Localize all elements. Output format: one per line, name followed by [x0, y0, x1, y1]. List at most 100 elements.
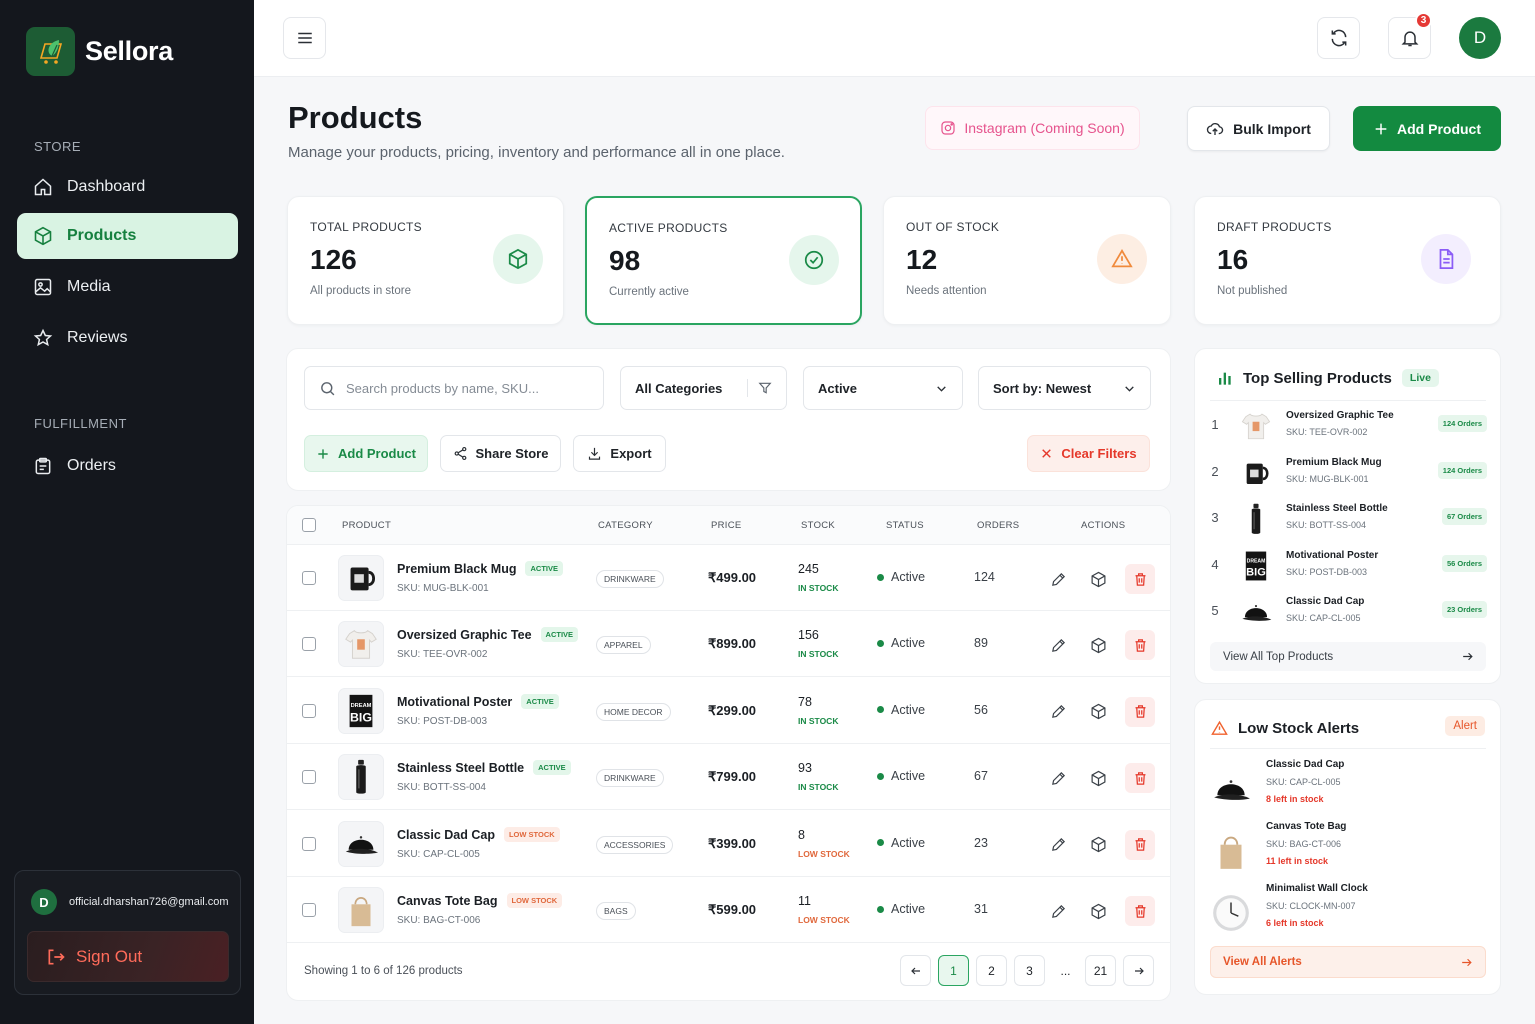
edit-button[interactable] — [1043, 763, 1073, 793]
row-checkbox[interactable] — [302, 836, 316, 851]
search-input[interactable]: Search products by name, SKU... — [304, 366, 604, 410]
delete-button[interactable] — [1125, 829, 1155, 860]
low-stock-item[interactable]: Canvas Tote Bag SKU: BAG-CT-006 11 left in… — [1209, 821, 1487, 879]
sidebar-item-dashboard[interactable]: Dashboard — [17, 164, 238, 210]
page-button[interactable]: 3 — [1014, 955, 1045, 986]
delete-button[interactable] — [1125, 763, 1155, 794]
product-sku: SKU: CAP-CL-005 — [397, 848, 480, 860]
low-stock-item[interactable]: Classic Dad Cap SKU: CAP-CL-005 8 left in … — [1209, 759, 1487, 817]
bulk-import-button[interactable]: Bulk Import — [1187, 106, 1330, 151]
category-select[interactable]: All Categories — [620, 366, 787, 410]
status-select[interactable]: Active — [803, 366, 963, 410]
status-text: Active — [891, 570, 926, 584]
edit-button[interactable] — [1043, 896, 1073, 926]
top-product-item[interactable]: 1 Oversized Graphic Tee SKU: TEE-OVR-002 12… — [1209, 402, 1487, 449]
inventory-button[interactable] — [1083, 564, 1113, 594]
refresh-button[interactable] — [1317, 17, 1360, 59]
brand[interactable]: Sellora — [26, 27, 173, 76]
table-row: Premium Black Mug ACTIVE SKU: MUG-BLK-001 D… — [287, 545, 1170, 611]
svg-text:DREAM: DREAM — [351, 703, 372, 709]
prev-page-button[interactable] — [900, 955, 931, 986]
delete-button[interactable] — [1125, 896, 1155, 926]
orders-pill: 124 Orders — [1437, 415, 1487, 432]
delete-button[interactable] — [1125, 696, 1155, 727]
export-button[interactable]: Export — [573, 435, 666, 472]
row-checkbox[interactable] — [302, 703, 316, 718]
status-indicator: Active — [877, 703, 925, 717]
inventory-button[interactable] — [1083, 896, 1113, 926]
sidebar-item-label: Reviews — [67, 329, 128, 346]
sign-out-button[interactable]: Sign Out — [27, 931, 229, 982]
top-product-item[interactable]: 3 Stainless Steel Bottle SKU: BOTT-SS-004 6… — [1209, 495, 1487, 542]
page-button[interactable]: 21 — [1085, 955, 1116, 986]
row-checkbox[interactable] — [302, 571, 316, 585]
menu-toggle-button[interactable] — [283, 17, 326, 59]
page-button[interactable]: 1 — [938, 955, 969, 986]
sidebar-item-reviews[interactable]: Reviews — [17, 315, 238, 361]
add-product-button[interactable]: Add Product — [1353, 106, 1501, 151]
select-all-checkbox[interactable] — [302, 518, 316, 532]
user-avatar-top[interactable]: D — [1459, 17, 1501, 59]
clipboard-icon — [35, 457, 51, 475]
status-indicator: Active — [877, 636, 925, 650]
tee-product-image — [1241, 413, 1271, 440]
row-checkbox[interactable] — [302, 770, 316, 785]
close-icon — [1042, 449, 1052, 458]
col-status: STATUS — [886, 520, 924, 531]
edit-button[interactable] — [1043, 830, 1073, 860]
stock-label: IN STOCK — [798, 782, 839, 793]
add-product-secondary-button[interactable]: Add Product — [304, 435, 428, 472]
inventory-button[interactable] — [1083, 697, 1113, 727]
low-stock-item[interactable]: Minimalist Wall Clock SKU: CLOCK-MN-007 6 … — [1209, 883, 1487, 941]
col-orders: ORDERS — [977, 520, 1020, 531]
warning-icon — [1211, 720, 1228, 735]
logout-icon — [48, 949, 65, 964]
instagram-button[interactable]: Instagram (Coming Soon) — [925, 106, 1140, 150]
sidebar-item-media[interactable]: Media — [17, 264, 238, 310]
bell-icon — [1401, 31, 1418, 47]
top-product-name: Motivational Poster — [1286, 549, 1379, 561]
view-all-alerts-link[interactable]: View All Alerts — [1210, 946, 1486, 978]
inventory-button[interactable] — [1083, 830, 1113, 860]
top-selling-title: Top Selling Products — [1243, 369, 1392, 387]
row-checkbox[interactable] — [302, 637, 316, 652]
clock-product-image — [1213, 895, 1249, 931]
notifications-button[interactable]: 3 — [1388, 12, 1432, 59]
top-product-item[interactable]: 4 DREAM BIG Motivational Poster SKU: POST-DB… — [1209, 542, 1487, 589]
status-dot — [877, 839, 884, 847]
edit-button[interactable] — [1043, 697, 1073, 727]
edit-button[interactable] — [1043, 564, 1073, 594]
low-stock-card: Low Stock Alerts Alert Classic Dad Cap SK… — [1194, 699, 1501, 995]
bottle-product-image — [1251, 503, 1261, 535]
row-checkbox[interactable] — [302, 903, 316, 917]
trash-icon — [1135, 705, 1145, 719]
top-product-item[interactable]: 2 Premium Black Mug SKU: MUG-BLK-001 124 Or… — [1209, 449, 1487, 496]
low-stock-title: Low Stock Alerts — [1238, 720, 1360, 737]
page-button[interactable]: 2 — [976, 955, 1007, 986]
edit-button[interactable] — [1043, 630, 1073, 660]
product-price: ₹799.00 — [708, 769, 757, 785]
product-price: ₹399.00 — [708, 835, 757, 851]
delete-button[interactable] — [1125, 564, 1155, 594]
status-pill: LOW STOCK — [503, 826, 560, 842]
clear-filters-button[interactable]: Clear Filters — [1027, 435, 1150, 472]
inventory-button[interactable] — [1083, 630, 1113, 660]
box-icon — [1091, 836, 1105, 853]
share-store-button[interactable]: Share Store — [440, 435, 561, 472]
sidebar-item-orders[interactable]: Orders — [17, 443, 238, 489]
top-product-item[interactable]: 5 Classic Dad Cap SKU: CAP-CL-005 23 Orders — [1209, 588, 1487, 635]
view-all-top-products-link[interactable]: View All Top Products — [1210, 642, 1486, 671]
inventory-button[interactable] — [1083, 763, 1113, 793]
sort-select[interactable]: Sort by: Newest — [978, 366, 1151, 410]
sidebar-item-products[interactable]: Products — [17, 213, 238, 259]
col-actions: ACTIONS — [1081, 520, 1126, 531]
delete-button[interactable] — [1125, 630, 1155, 661]
trash-icon — [1135, 771, 1145, 785]
top-product-sku: SKU: TEE-OVR-002 — [1286, 427, 1368, 437]
low-stock-name: Classic Dad Cap — [1266, 759, 1345, 770]
status-indicator: Active — [877, 836, 925, 850]
trash-icon — [1135, 838, 1145, 851]
next-page-button[interactable] — [1123, 955, 1154, 986]
status-indicator: Active — [877, 570, 925, 584]
pencil-icon — [1051, 572, 1065, 586]
